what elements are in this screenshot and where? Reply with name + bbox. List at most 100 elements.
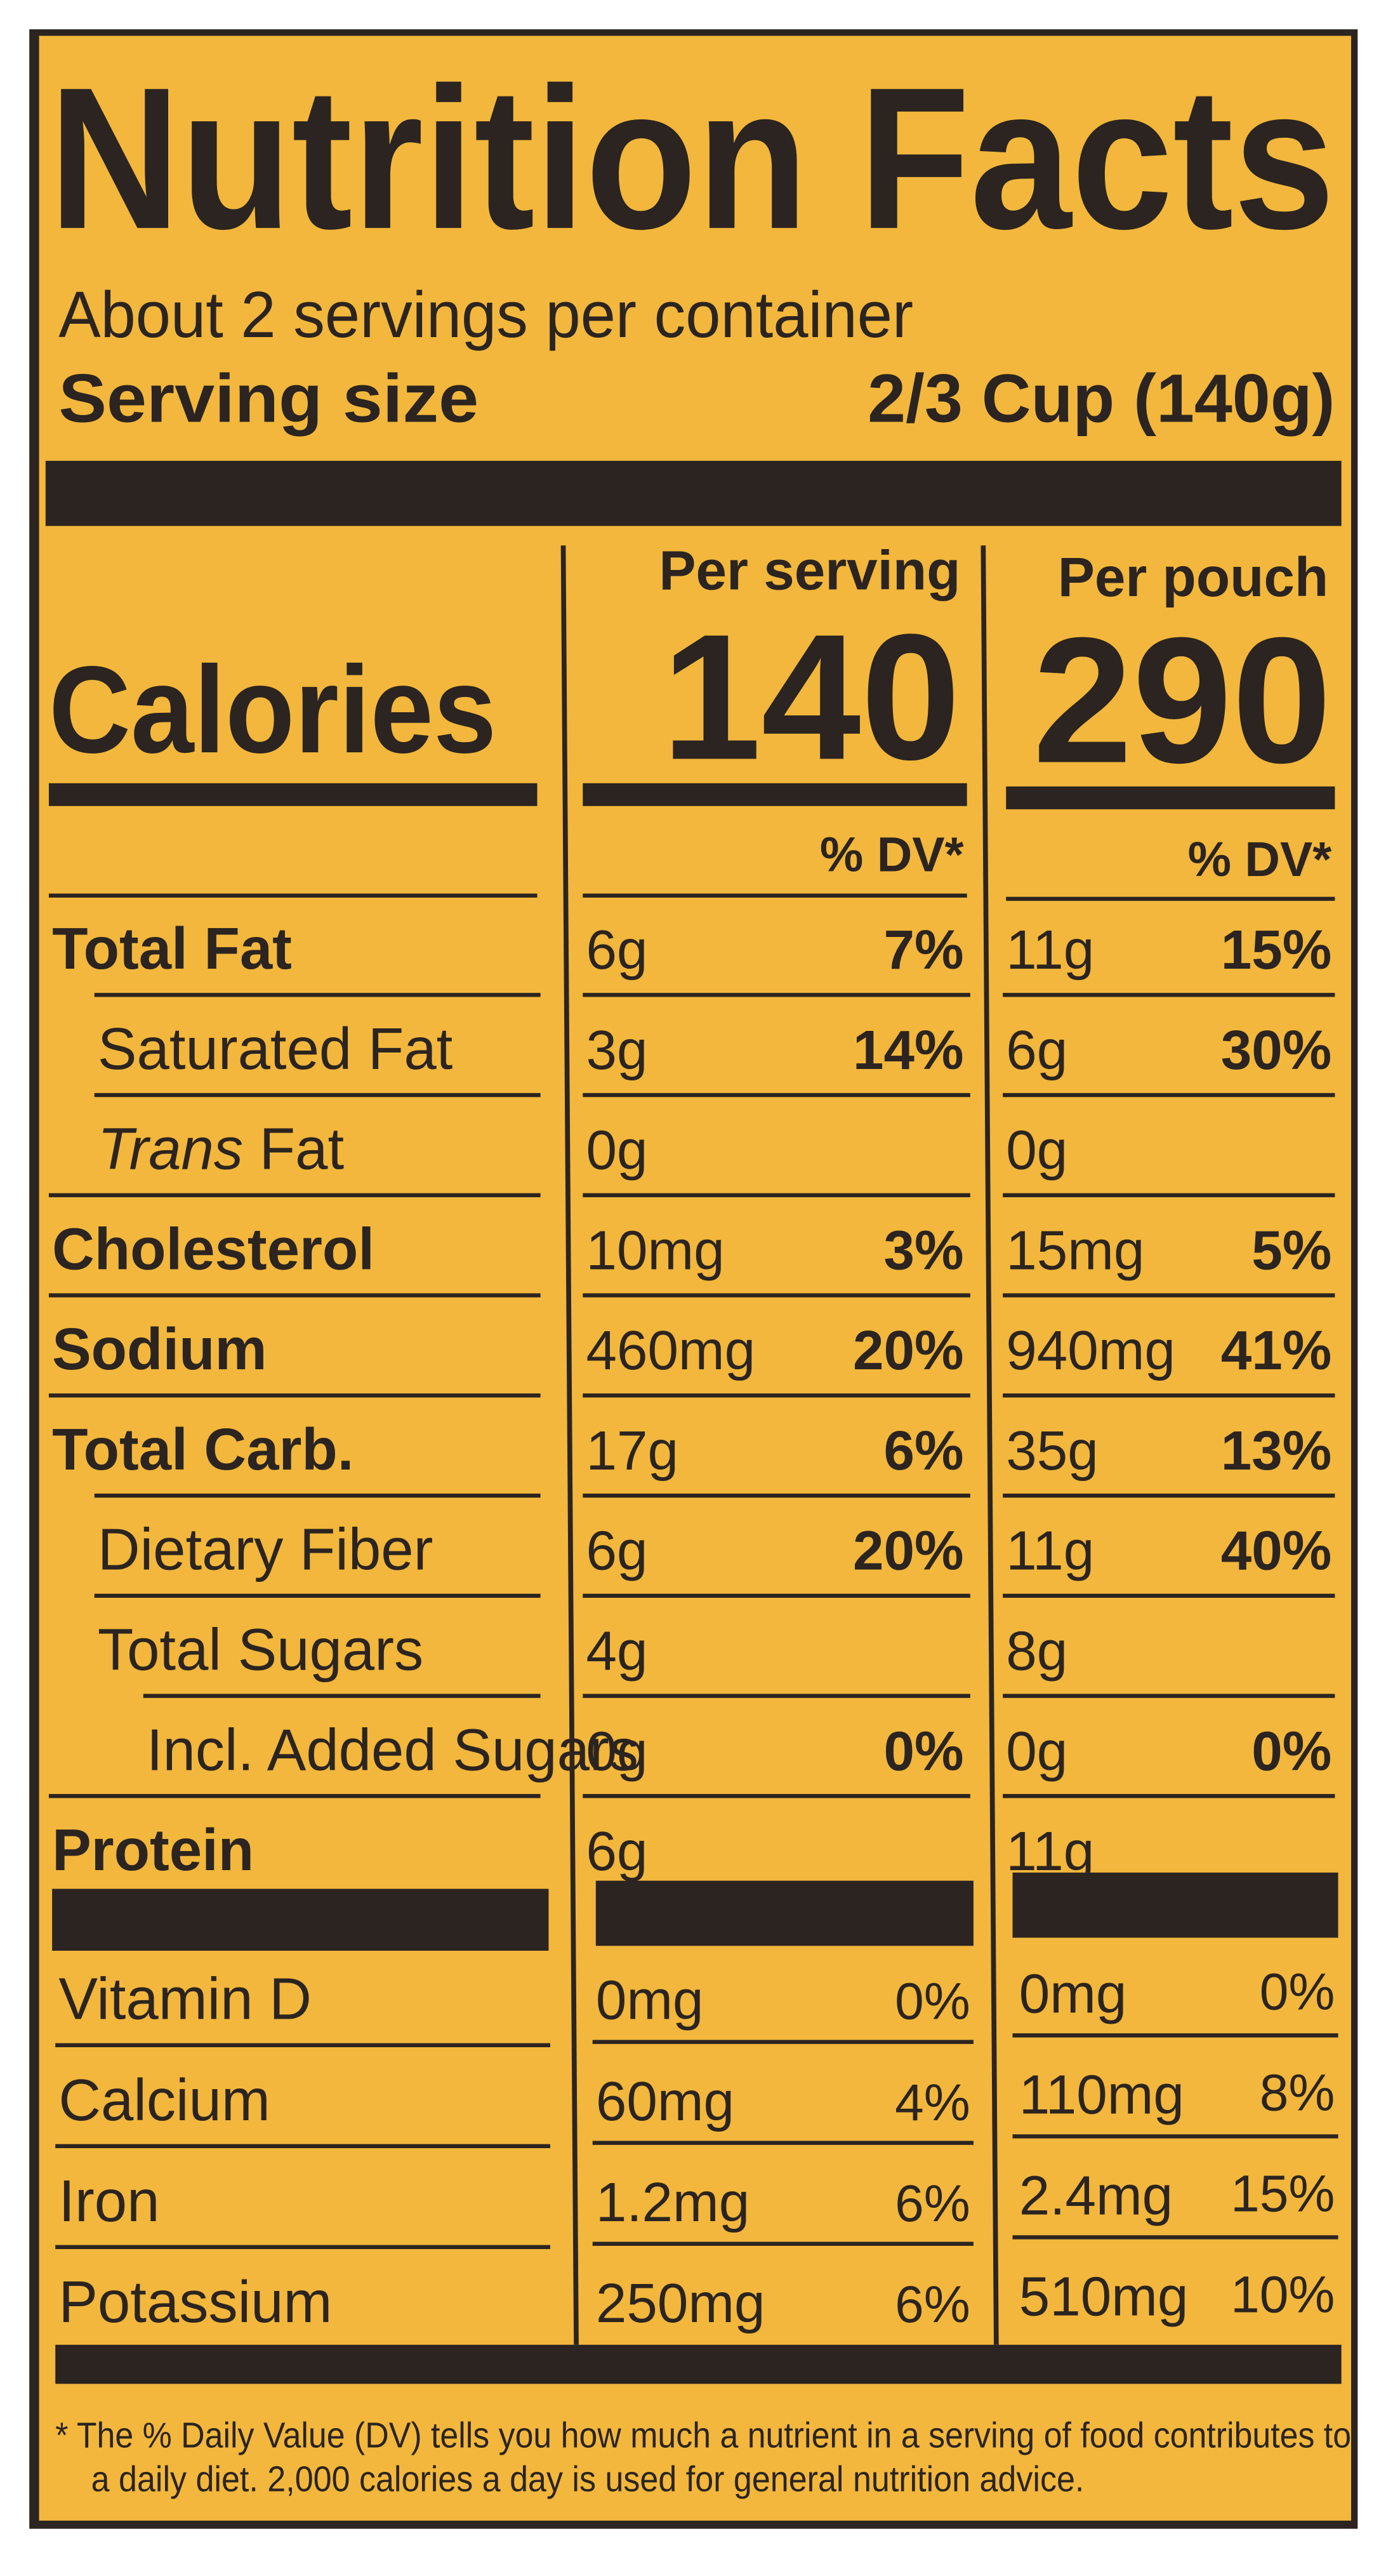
vitamin-name: Calcium <box>58 2067 270 2133</box>
dv-header: % DV* <box>1188 832 1332 887</box>
amount: 35g <box>1006 1420 1099 1482</box>
serving-size-value: 2/3 Cup (140g) <box>868 359 1335 436</box>
amount: 940mg <box>1006 1320 1175 1381</box>
amount: 10mg <box>586 1220 724 1282</box>
column-divider <box>981 545 999 2345</box>
amount: 0g <box>1006 1720 1067 1782</box>
nutrient-name-text: Saturated Fat <box>98 1016 452 1082</box>
amount: 460mg <box>586 1320 755 1381</box>
amount: 6g <box>586 1821 647 1882</box>
nutrient-name-text: Total Carb. <box>52 1416 353 1482</box>
daily-value: 6% <box>895 2276 970 2334</box>
nutrient-name-text: Sodium <box>52 1316 267 1382</box>
vitamin-name: Vitamin D <box>58 1966 312 2032</box>
daily-value: 4% <box>895 2074 970 2132</box>
nutrient-name: Saturated Fat <box>98 1016 452 1082</box>
daily-value: 5% <box>1251 1220 1331 1282</box>
calories-label: Calories <box>49 641 496 779</box>
nutrient-name: Protein <box>52 1817 254 1883</box>
medium-bar <box>583 783 967 806</box>
calories-value: 290 <box>1033 600 1331 800</box>
title: Nutrition Facts <box>49 46 1335 271</box>
daily-value: 30% <box>1221 1019 1332 1081</box>
nutrient-name: Cholesterol <box>52 1216 374 1282</box>
nutrient-name: Trans Fat <box>98 1116 344 1182</box>
amount: 0g <box>586 1120 647 1181</box>
amount: 11g <box>1006 919 1094 981</box>
thick-bar <box>595 1880 974 1946</box>
servings: About 2 servings per container <box>58 278 913 351</box>
daily-value: 0% <box>1260 1963 1335 2021</box>
daily-value: 3% <box>884 1220 964 1282</box>
amount: 17g <box>586 1420 678 1482</box>
daily-value: 40% <box>1221 1520 1332 1582</box>
nutrient-name: Sodium <box>52 1316 267 1382</box>
amount: 2.4mg <box>1019 2165 1173 2227</box>
amount: 1.2mg <box>596 2172 750 2233</box>
medium-bar <box>48 783 538 806</box>
nutrient-name: Total Fat <box>52 915 292 981</box>
nutrient-name-text: Dietary Fiber <box>98 1517 433 1583</box>
calories-value: 140 <box>662 597 961 797</box>
nutrient-name-text: Protein <box>52 1817 254 1883</box>
column-divider <box>560 545 579 2345</box>
daily-value: 0% <box>895 1973 970 2031</box>
daily-value: 10% <box>1231 2266 1335 2323</box>
amount: 0mg <box>1019 1963 1127 2024</box>
amount: 11g <box>1006 1821 1094 1882</box>
daily-value: 0% <box>884 1720 964 1782</box>
daily-value: 6% <box>884 1420 964 1482</box>
amount: 60mg <box>596 2071 734 2132</box>
amount: 4g <box>586 1621 647 1682</box>
daily-value: 15% <box>1221 919 1332 981</box>
serving-size-label: Serving size <box>58 359 479 436</box>
nutrient-name-text: Incl. Added Sugars <box>147 1716 638 1783</box>
nutrient-name-italic: Trans <box>98 1116 243 1182</box>
amount: 0mg <box>596 1970 704 2031</box>
thick-bar <box>55 2344 1342 2384</box>
daily-value: 14% <box>853 1019 964 1081</box>
amount: 6g <box>586 919 647 981</box>
daily-value: 20% <box>853 1320 964 1381</box>
footnote: a daily diet. 2,000 calories a day is us… <box>91 2459 1085 2499</box>
column-header: Per pouch <box>1058 547 1328 608</box>
nutrient-name: Dietary Fiber <box>98 1517 433 1583</box>
nutrient-name-text: Total Fat <box>52 915 292 981</box>
daily-value: 13% <box>1221 1420 1332 1482</box>
amount: 510mg <box>1019 2266 1189 2328</box>
daily-value: 0% <box>1251 1720 1331 1782</box>
vitamin-name: Potassium <box>58 2269 332 2335</box>
amount: 0g <box>1006 1120 1067 1181</box>
thick-bar <box>52 1889 549 1951</box>
dv-header: % DV* <box>820 827 964 882</box>
thick-bar <box>1012 1872 1338 1938</box>
vitamin-name: Iron <box>58 2168 159 2234</box>
daily-value: 15% <box>1231 2165 1335 2222</box>
label-background <box>39 36 1352 2521</box>
amount: 6g <box>1006 1019 1067 1081</box>
daily-value: 6% <box>895 2175 970 2233</box>
column-header: Per serving <box>659 540 960 602</box>
nutrient-name-text: Fat <box>260 1116 344 1182</box>
footnote: * The % Daily Value (DV) tells you how m… <box>55 2415 1351 2455</box>
medium-bar <box>1006 786 1335 809</box>
daily-value: 41% <box>1221 1320 1332 1381</box>
amount: 11g <box>1006 1520 1094 1582</box>
daily-value: 7% <box>884 919 964 981</box>
nutrient-name-text: Cholesterol <box>52 1216 374 1282</box>
amount: 3g <box>586 1019 647 1081</box>
amount: 8g <box>1006 1621 1067 1682</box>
daily-value: 8% <box>1260 2064 1335 2121</box>
daily-value: 20% <box>853 1520 964 1582</box>
amount: 6g <box>586 1520 647 1582</box>
nutrient-name: Total Carb. <box>52 1416 353 1482</box>
amount: 0g <box>586 1720 647 1782</box>
nutrient-name: Incl. Added Sugars <box>147 1716 638 1783</box>
nutrient-name: Total Sugars <box>98 1617 423 1683</box>
thick-bar <box>45 460 1342 526</box>
amount: 110mg <box>1019 2064 1184 2126</box>
amount: 15mg <box>1006 1220 1144 1282</box>
nutrient-name-text: Total Sugars <box>98 1617 423 1683</box>
